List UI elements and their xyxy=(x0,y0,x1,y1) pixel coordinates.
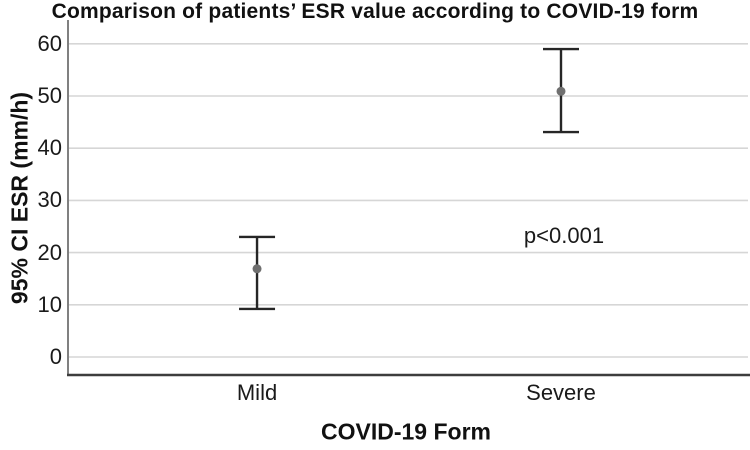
y-tick-label: 60 xyxy=(37,30,62,56)
x-category-label: Severe xyxy=(526,380,596,405)
y-tick-label: 40 xyxy=(37,135,62,161)
y-tick-label: 50 xyxy=(37,83,62,108)
p-value-annotation: p<0.001 xyxy=(523,223,605,248)
y-tick-label: 30 xyxy=(37,187,62,213)
mean-dot xyxy=(252,264,262,274)
chart-title: Comparison of patients’ ESR value accord… xyxy=(51,0,699,23)
y-tick-label: 0 xyxy=(49,344,62,369)
y-tick-label: 10 xyxy=(37,291,62,317)
mean-dot xyxy=(556,86,566,96)
x-axis-title: COVID-19 Form xyxy=(321,418,491,445)
x-category-label: Mild xyxy=(236,380,278,405)
y-tick-label: 20 xyxy=(37,239,62,265)
